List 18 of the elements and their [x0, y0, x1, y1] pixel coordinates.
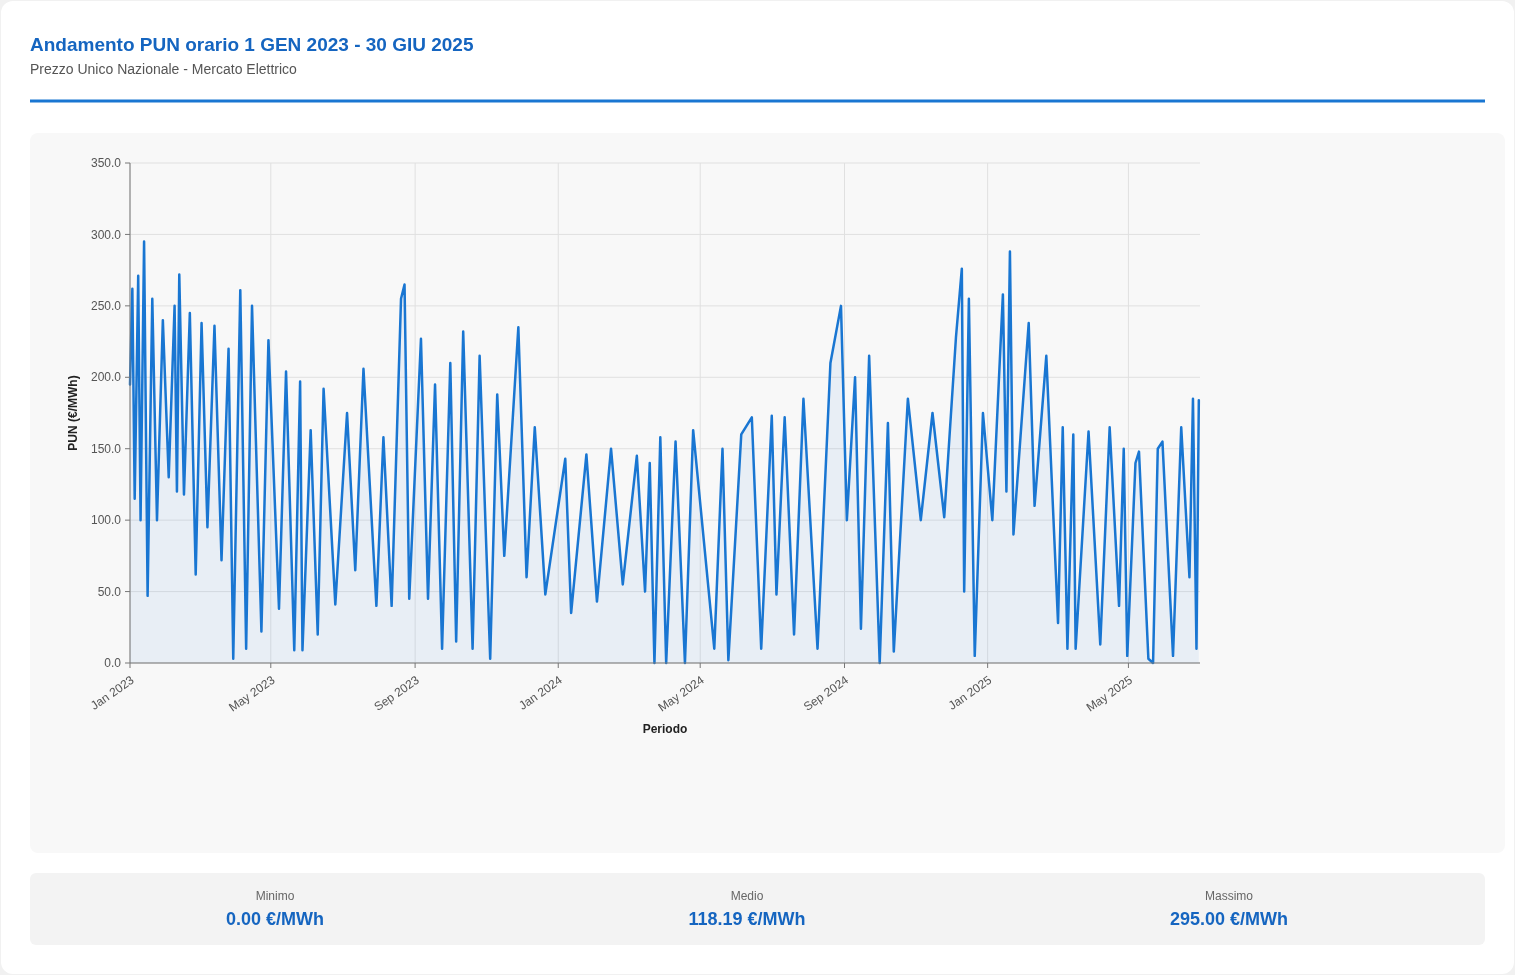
y-tick-label: 100.0: [90, 513, 122, 528]
y-tick-label: 300.0: [90, 227, 122, 242]
x-axis-title: Periodo: [642, 722, 688, 736]
y-tick-label: 250.0: [90, 299, 122, 314]
chart-title: Andamento PUN orario 1 GEN 2023 - 30 GIU 2025: [30, 34, 474, 55]
y-tick-label: 350.0: [90, 156, 122, 171]
y-tick-label: 200.0: [90, 370, 122, 385]
text: Medio: [730, 889, 764, 903]
text: 0.00 €/MWh: [225, 909, 325, 929]
text: Minimo: [255, 889, 295, 903]
text: 295.00 €/MWh: [1169, 909, 1289, 929]
y-tick-label: 50.0: [97, 584, 122, 599]
chart-subtitle: Prezzo Unico Nazionale - Mercato Elettrico: [30, 61, 298, 77]
y-tick-label: 0.0: [104, 656, 122, 671]
text: 118.19 €/MWh: [688, 909, 806, 929]
y-tick-label: 150.0: [90, 441, 122, 456]
y-axis-title: PUN (€/MWh): [66, 375, 80, 451]
text: Massimo: [1204, 889, 1254, 903]
